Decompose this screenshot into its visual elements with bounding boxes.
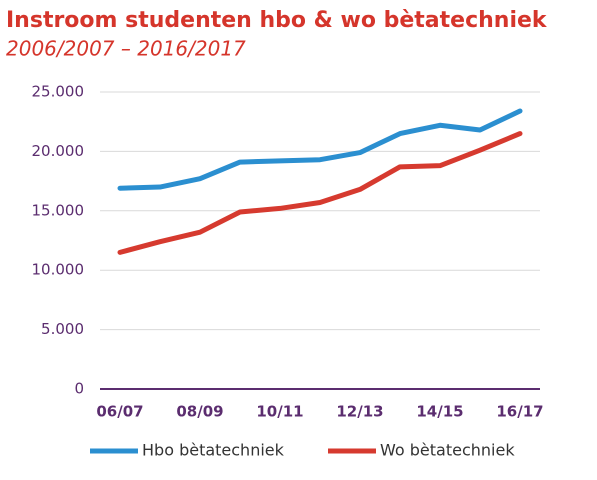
chart-subtitle: 2006/2007 – 2016/2017 (6, 37, 246, 61)
y-tick-label: 20.000 (32, 142, 85, 160)
x-tick-label: 12/13 (336, 403, 383, 421)
x-tick-label: 16/17 (496, 403, 543, 421)
x-tick-label: 06/07 (96, 403, 143, 421)
legend-label: Wo bètatechniek (380, 441, 515, 460)
x-tick-label: 14/15 (416, 403, 463, 421)
x-tick-label: 10/11 (256, 403, 303, 421)
series-line (117, 131, 523, 255)
y-tick-label: 25.000 (32, 83, 85, 101)
y-tick-label: 5.000 (41, 320, 84, 338)
y-tick-label: 10.000 (32, 261, 85, 279)
x-tick-label: 08/09 (176, 403, 223, 421)
chart-title: Instroom studenten hbo & wo bètatechniek (6, 8, 548, 33)
y-tick-label: 15.000 (32, 201, 85, 219)
series-line (117, 108, 523, 191)
legend-label: Hbo bètatechniek (142, 441, 285, 460)
y-tick-label: 0 (74, 380, 84, 398)
